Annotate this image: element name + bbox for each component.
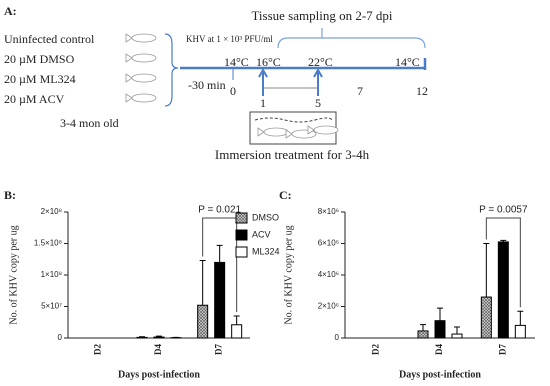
p-value: P = 0.021: [198, 205, 241, 216]
x-tick-label: D7: [497, 344, 507, 355]
sampling-bracket: [277, 28, 426, 49]
error-bar: [454, 326, 460, 335]
sampling-label: Tissue sampling on 2-7 dpi: [251, 8, 392, 23]
legend-label: ACV: [252, 229, 271, 239]
error-bar: [483, 243, 490, 298]
y-axis-label: No. of KHV copy per ug: [283, 225, 294, 324]
y-tick-label: 1.5×10⁸: [34, 239, 62, 248]
bar: [480, 296, 492, 339]
y-tick-label: 1×10⁸: [41, 270, 62, 279]
fish-icon: [125, 53, 157, 63]
y-tick-label: 2×10⁸: [41, 207, 62, 216]
y-tick-label: 5×10⁷: [41, 302, 62, 311]
age-label: 3-4 mon old: [60, 116, 119, 130]
bar: [136, 336, 148, 339]
timepoint: 0: [230, 84, 236, 98]
temperature: 14°C: [224, 55, 249, 69]
timepoint: 7: [357, 84, 363, 98]
bar: [231, 324, 243, 339]
bar: [514, 324, 526, 339]
x-axis-label: Days post-infection: [399, 369, 481, 380]
error-bar: [500, 239, 507, 242]
error-bar: [517, 310, 524, 326]
water-line: [254, 117, 333, 123]
temperature: 14°C: [395, 55, 420, 69]
legend-swatch: [235, 229, 248, 241]
legend-label: ML324: [252, 246, 280, 256]
timepoint: 1: [260, 96, 266, 110]
bar: [153, 336, 165, 339]
y-tick-label: 0: [58, 333, 63, 342]
fish-icon: [125, 93, 157, 103]
error-bar: [156, 335, 162, 338]
infection-label: KHV at 1 × 10³ PFU/ml: [186, 34, 273, 44]
significance-bracket: [202, 217, 238, 312]
panel-label: B:: [4, 188, 16, 202]
y-tick-label: 2×10⁶: [318, 302, 339, 311]
timepoint: 5: [315, 96, 321, 110]
y-tick-label: 6×10⁶: [318, 239, 339, 248]
legend-swatch: [235, 212, 248, 224]
time-label: -30 min: [188, 78, 226, 92]
group-label: 20 µM DMSO: [4, 52, 75, 66]
brace: [164, 33, 179, 107]
fish-icon: [125, 73, 157, 83]
treatment-label: Immersion treatment for 3-4h: [215, 147, 370, 162]
y-axis-label: No. of KHV copy per ug: [8, 225, 19, 324]
error-bar: [437, 307, 443, 321]
temperature: 22°C: [308, 55, 333, 69]
bar: [497, 241, 509, 339]
error-bar: [420, 324, 426, 331]
group-label: Uninfected control: [4, 32, 95, 46]
group-label: 20 µM ML324: [4, 72, 76, 86]
x-tick-label: D7: [214, 344, 224, 355]
bar: [197, 304, 209, 339]
diagram: A: Uninfected control 20 µM DMSO 20 µM M…: [4, 4, 428, 162]
error-bar: [233, 315, 240, 325]
x-tick-label: D4: [434, 344, 444, 355]
y-tick-label: 0: [335, 333, 340, 342]
x-tick-label: D4: [153, 344, 163, 355]
error-bar: [139, 336, 145, 338]
timepoint: 12: [416, 84, 428, 98]
legend-swatch: [235, 246, 248, 258]
bar: [417, 330, 429, 339]
y-tick-label: 4×10⁶: [318, 270, 339, 279]
y-tick-label: 8×10⁶: [318, 207, 339, 216]
error-bar: [216, 244, 223, 263]
group-label: 20 µM ACV: [4, 92, 65, 106]
bar: [214, 261, 226, 339]
fish-icon: [125, 33, 157, 43]
panel-label: C:: [279, 188, 292, 202]
x-axis-label: Days post-infection: [118, 369, 200, 380]
x-tick-label: D2: [92, 344, 102, 355]
p-value: P = 0.0057: [479, 205, 528, 216]
temperature: 16°C: [256, 55, 281, 69]
error-bar: [199, 260, 206, 306]
arrow: [258, 67, 323, 96]
significance-bracket: [485, 217, 521, 308]
legend-label: DMSO: [252, 212, 279, 222]
x-tick-label: D2: [371, 344, 381, 355]
bar: [434, 320, 446, 339]
bar: [451, 333, 463, 339]
panel-label: A:: [4, 4, 17, 18]
